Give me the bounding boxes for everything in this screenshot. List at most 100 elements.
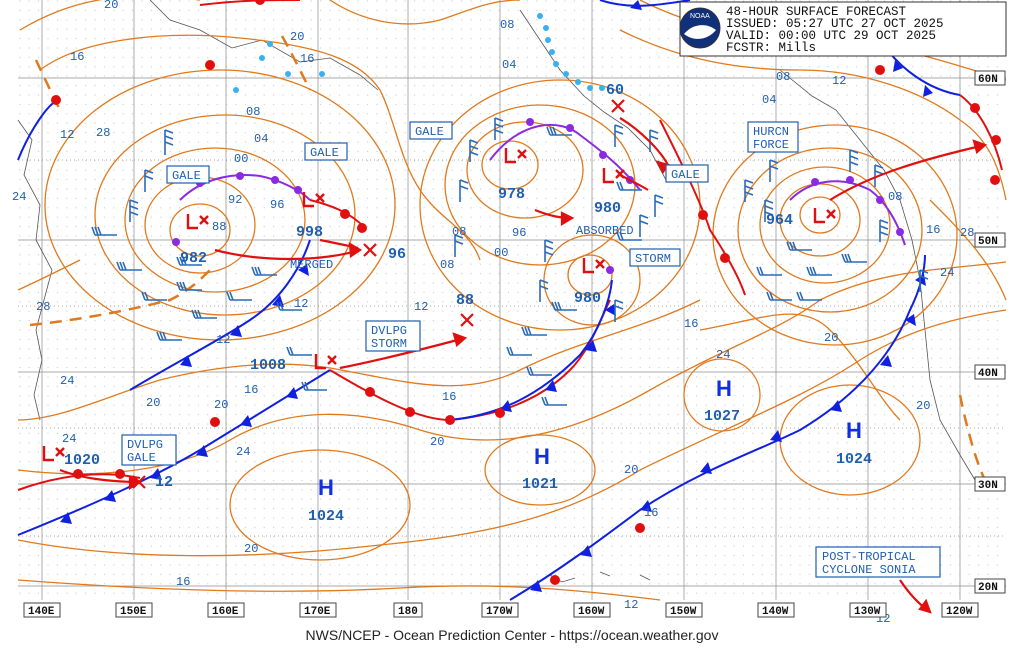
svg-text:16: 16 <box>442 390 456 404</box>
isobar-ring <box>737 147 923 313</box>
svg-text:20: 20 <box>824 331 838 345</box>
svg-text:150E: 150E <box>120 606 147 618</box>
L-998 <box>302 192 325 208</box>
svg-text:20: 20 <box>104 0 118 12</box>
svg-text:16: 16 <box>244 383 258 397</box>
H-1027: H <box>716 376 732 401</box>
svg-text:96: 96 <box>512 226 526 240</box>
warm-front <box>199 0 301 6</box>
latitude-labels: 60N 50N 40N 30N 20N <box>974 70 1006 594</box>
gale-label-w: GALE <box>172 169 201 183</box>
cold-front <box>509 254 926 601</box>
svg-text:04: 04 <box>254 132 268 146</box>
isobar-ring <box>799 196 841 234</box>
svg-text:20: 20 <box>916 399 930 413</box>
isobar-ring <box>759 166 891 284</box>
pressure-978: 978 <box>498 186 525 203</box>
L-982 <box>186 214 209 230</box>
L-980a <box>602 168 625 184</box>
pressure-964: 964 <box>766 212 793 229</box>
svg-text:12: 12 <box>832 74 846 88</box>
cold-front <box>449 279 613 421</box>
svg-text:20N: 20N <box>978 582 998 594</box>
gale-label-c: GALE <box>415 125 444 139</box>
dvlpg-gale-label-2: GALE <box>127 451 156 465</box>
hurricane-label-1: HURCN <box>753 125 789 139</box>
gale-label-nw: GALE <box>310 146 339 160</box>
svg-text:180: 180 <box>398 606 418 618</box>
svg-text:140E: 140E <box>28 606 55 618</box>
x-mark-12 <box>132 475 146 489</box>
svg-text:170W: 170W <box>486 606 513 618</box>
svg-text:12: 12 <box>294 297 308 311</box>
isobar-ring <box>94 114 356 316</box>
L-1008 <box>314 354 337 370</box>
svg-text:160E: 160E <box>212 606 239 618</box>
pressure-980a: 980 <box>594 200 621 217</box>
svg-text:24: 24 <box>236 445 250 459</box>
graticule <box>18 0 1006 600</box>
future-12: 12 <box>155 474 173 491</box>
H-1024e: H <box>846 418 862 443</box>
svg-text:130W: 130W <box>854 606 881 618</box>
svg-text:20: 20 <box>430 435 444 449</box>
header-valid: VALID: 00:00 UTC 29 OCT 2025 <box>726 29 936 43</box>
future-96: 96 <box>388 246 406 263</box>
dvlpg-storm-label-2: STORM <box>371 337 407 351</box>
svg-text:04: 04 <box>502 58 516 72</box>
svg-text:60N: 60N <box>978 74 998 86</box>
x-mark-96 <box>363 243 377 257</box>
H-1024w: H <box>318 475 334 500</box>
hurricane-label-2: FORCE <box>753 138 789 152</box>
pressure-1021: 1021 <box>522 476 558 493</box>
svg-text:00: 00 <box>234 152 248 166</box>
svg-text:170E: 170E <box>304 606 331 618</box>
svg-text:08: 08 <box>452 225 466 239</box>
svg-text:12: 12 <box>216 333 230 347</box>
svg-text:12: 12 <box>624 598 638 612</box>
x-mark-88 <box>460 313 474 327</box>
svg-text:16: 16 <box>926 223 940 237</box>
header-box: NOAA 48-HOUR SURFACE FORECAST ISSUED: 05… <box>679 1 1007 57</box>
svg-text:20: 20 <box>214 398 228 412</box>
isobar-ring <box>567 254 613 296</box>
svg-text:24: 24 <box>716 348 730 362</box>
warning-labels: GALE GALE GALE GALE STORM HURCN FORCE DV… <box>121 121 941 578</box>
ice-edge <box>233 13 605 93</box>
isobar-ring <box>481 140 539 190</box>
pressure-980b: 980 <box>574 290 601 307</box>
svg-text:28: 28 <box>96 126 110 140</box>
cold-front <box>129 239 311 391</box>
dvlpg-storm-label-1: DVLPG <box>371 324 407 338</box>
svg-text:08: 08 <box>440 258 454 272</box>
svg-text:24: 24 <box>60 374 74 388</box>
pressure-1024e: 1024 <box>836 451 872 468</box>
future-60: 60 <box>606 82 624 99</box>
svg-text:00: 00 <box>494 246 508 260</box>
svg-text:140W: 140W <box>762 606 789 618</box>
svg-text:04: 04 <box>762 93 776 107</box>
svg-text:160W: 160W <box>578 606 605 618</box>
wind-barbs <box>91 117 929 406</box>
header-forecaster: FCSTR: Mills <box>726 41 816 55</box>
pressure-labels: 982 998 978 980 980 964 1008 1020 1024 1… <box>64 82 872 525</box>
longitude-labels: 140E 150E 160E 170E 180 170W 160W 150W 1… <box>23 602 979 618</box>
svg-text:16: 16 <box>70 50 84 64</box>
future-position-marks <box>132 99 625 489</box>
high-symbols: H H H H <box>318 376 862 500</box>
front-symbols <box>51 0 1001 592</box>
svg-text:24: 24 <box>62 432 76 446</box>
svg-text:08: 08 <box>776 70 790 84</box>
L-1020 <box>42 446 65 462</box>
pressure-1020: 1020 <box>64 452 100 469</box>
pressure-1024w: 1024 <box>308 508 344 525</box>
cold-front <box>659 119 746 296</box>
cold-front <box>599 0 691 7</box>
svg-text:96: 96 <box>270 198 284 212</box>
L-964 <box>813 208 836 224</box>
dvlpg-gale-label-1: DVLPG <box>127 438 163 452</box>
isobar-ring <box>543 234 641 326</box>
svg-text:20: 20 <box>290 30 304 44</box>
